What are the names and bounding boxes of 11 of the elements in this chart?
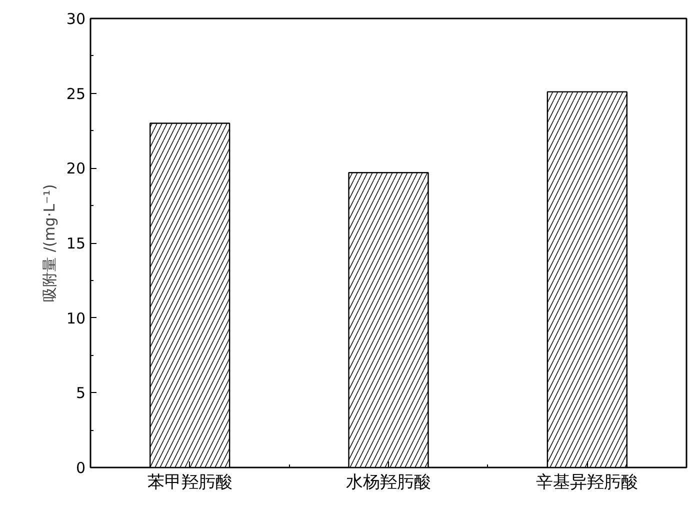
y-tick-label: 30 xyxy=(66,10,86,28)
y-tick-label: 25 xyxy=(66,84,86,103)
x-tick-label: 苯甲羟肟酸 xyxy=(147,472,232,492)
y-tick-label: 15 xyxy=(66,234,86,252)
y-tick-label: 20 xyxy=(66,160,86,178)
y-axis-title: 吸附量 /(mg·L⁻¹) xyxy=(40,184,58,302)
x-tick-label: 水杨羟肟酸 xyxy=(346,472,431,492)
y-tick-label: 5 xyxy=(76,384,86,402)
x-tick-label: 辛基异羟肟酸 xyxy=(536,472,638,492)
y-tick-label: 10 xyxy=(66,309,86,328)
y-tick-label: 0 xyxy=(76,459,86,477)
